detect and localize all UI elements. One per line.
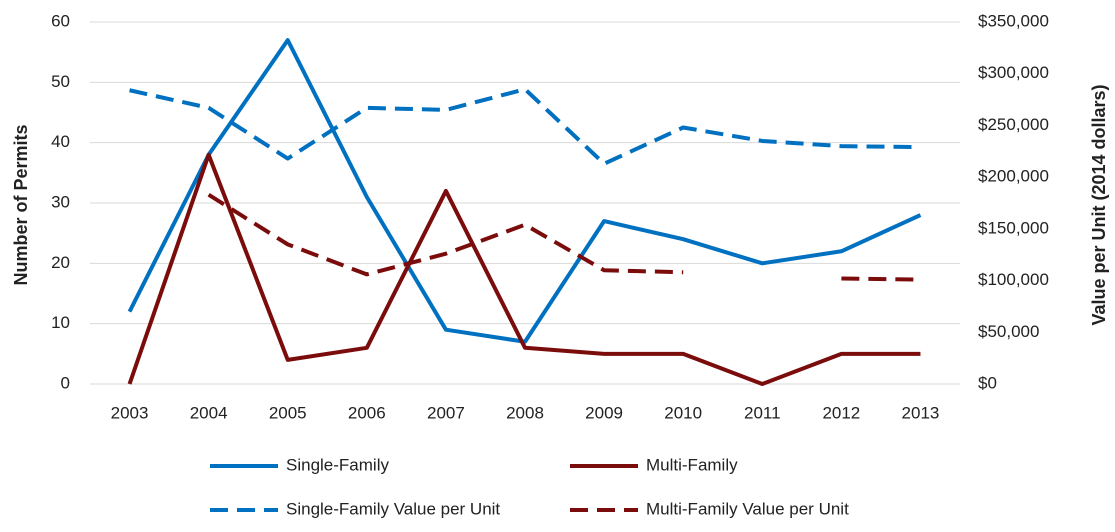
x-tick-label: 2008 [506, 403, 544, 422]
legend-label: Multi-Family Value per Unit [646, 499, 849, 518]
x-tick-label: 2006 [348, 403, 386, 422]
x-tick-label: 2013 [902, 403, 940, 422]
x-tick-label: 2012 [822, 403, 860, 422]
series-line [127, 152, 921, 386]
series-line [129, 87, 921, 166]
y-tick-label: 10 [51, 313, 70, 332]
x-tick-label: 2003 [111, 403, 149, 422]
y2-tick-label: $50,000 [978, 322, 1039, 341]
x-tick-label: 2005 [269, 403, 307, 422]
legend-label: Single-Family [286, 455, 389, 474]
y2-tick-label: $0 [978, 373, 997, 392]
y2-tick-label: $250,000 [978, 115, 1049, 134]
x-tick-label: 2004 [190, 403, 228, 422]
legend-label: Multi-Family [646, 455, 738, 474]
y-tick-label: 0 [61, 373, 70, 392]
legend-label: Single-Family Value per Unit [286, 499, 500, 518]
y2-tick-label: $150,000 [978, 218, 1049, 237]
x-tick-label: 2011 [744, 403, 781, 422]
y-tick-label: 50 [51, 72, 70, 91]
y2-axis-title: Value per Unit (2014 dollars) [1089, 84, 1109, 325]
y-tick-label: 40 [51, 132, 70, 151]
y-tick-label: 30 [51, 192, 70, 211]
x-tick-label: 2009 [585, 403, 623, 422]
x-tick-label: 2010 [664, 403, 702, 422]
y2-tick-label: $200,000 [978, 167, 1049, 186]
series-line [207, 193, 921, 282]
y-axis-title: Number of Permits [11, 124, 31, 285]
y2-tick-label: $350,000 [978, 11, 1049, 30]
y-tick-label: 60 [51, 11, 70, 30]
y-tick-label: 20 [51, 253, 70, 272]
y2-tick-label: $300,000 [978, 63, 1049, 82]
x-tick-label: 2007 [427, 403, 465, 422]
y2-tick-label: $100,000 [978, 270, 1049, 289]
series-line [127, 38, 922, 344]
